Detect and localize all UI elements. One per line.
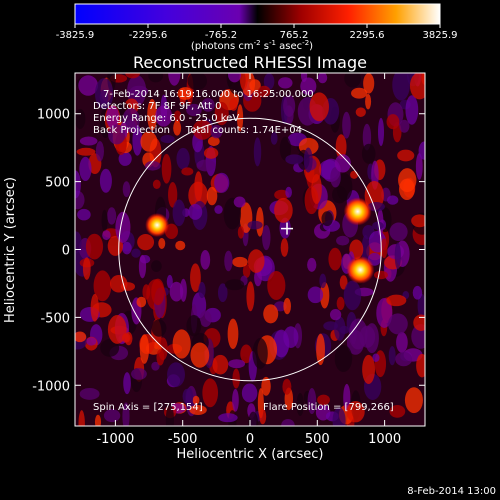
y-tick-label: -1000 (32, 379, 70, 394)
flare-position: Flare Position = [799,266] (263, 402, 394, 413)
colorbar-tick-label: 765.2 (280, 30, 309, 41)
x-tick-label: -500 (168, 432, 198, 447)
x-tick-label: 1000 (368, 432, 401, 447)
y-tick-label: 500 (45, 176, 70, 191)
method-and-counts: Back Projection Total counts: 1.74E+04 (93, 125, 302, 136)
heatmap (75, 73, 425, 426)
colorbar-tick-label: -765.2 (205, 30, 237, 41)
y-axis-label: Heliocentric Y (arcsec) (3, 177, 18, 323)
y-tick-label: 1000 (37, 108, 70, 123)
axis-ticks (75, 73, 425, 426)
spin-axis: Spin Axis = [275,154] (93, 402, 203, 413)
y-tick-label: 0 (62, 244, 70, 259)
chart-title: Reconstructed RHESSI Image (133, 53, 367, 72)
detectors: Detectors: 7F 8F 9F, Att 0 (93, 101, 221, 112)
colorbar-tick-label: 3825.9 (423, 30, 458, 41)
footer-timestamp: 8-Feb-2014 13:00 (407, 486, 496, 497)
energy-range: Energy Range: 6.0 - 25.0 keV (93, 113, 239, 124)
x-tick-labels: -1000 -500 0 500 1000 (96, 432, 401, 447)
y-tick-labels: 1000 500 0 -500 -1000 (32, 108, 70, 395)
source-2 (346, 255, 375, 284)
colorbar-tick-label: -3825.9 (56, 30, 95, 41)
colorbar (74, 3, 441, 25)
colorbar-ticks: -3825.9 -2295.6 -765.2 765.2 2295.6 3825.9 (56, 24, 458, 41)
time-range: 7-Feb-2014 16:19:16.000 to 16:25:00.000 (103, 89, 314, 100)
x-tick-label: 0 (246, 432, 254, 447)
source-1 (343, 197, 372, 226)
x-axis-label: Heliocentric X (arcsec) (177, 447, 324, 462)
colorbar-tick-label: 2295.6 (350, 30, 385, 41)
solar-limb (118, 117, 382, 382)
x-tick-label: 500 (305, 432, 330, 447)
source-3 (145, 213, 170, 238)
colorbar-tick-label: -2295.6 (129, 30, 168, 41)
y-tick-label: -500 (40, 311, 70, 326)
spin-axis-marker (281, 222, 294, 235)
x-tick-label: -1000 (96, 432, 134, 447)
colorbar-units: (photons cm-2 s-1 asec-2) (191, 39, 313, 52)
